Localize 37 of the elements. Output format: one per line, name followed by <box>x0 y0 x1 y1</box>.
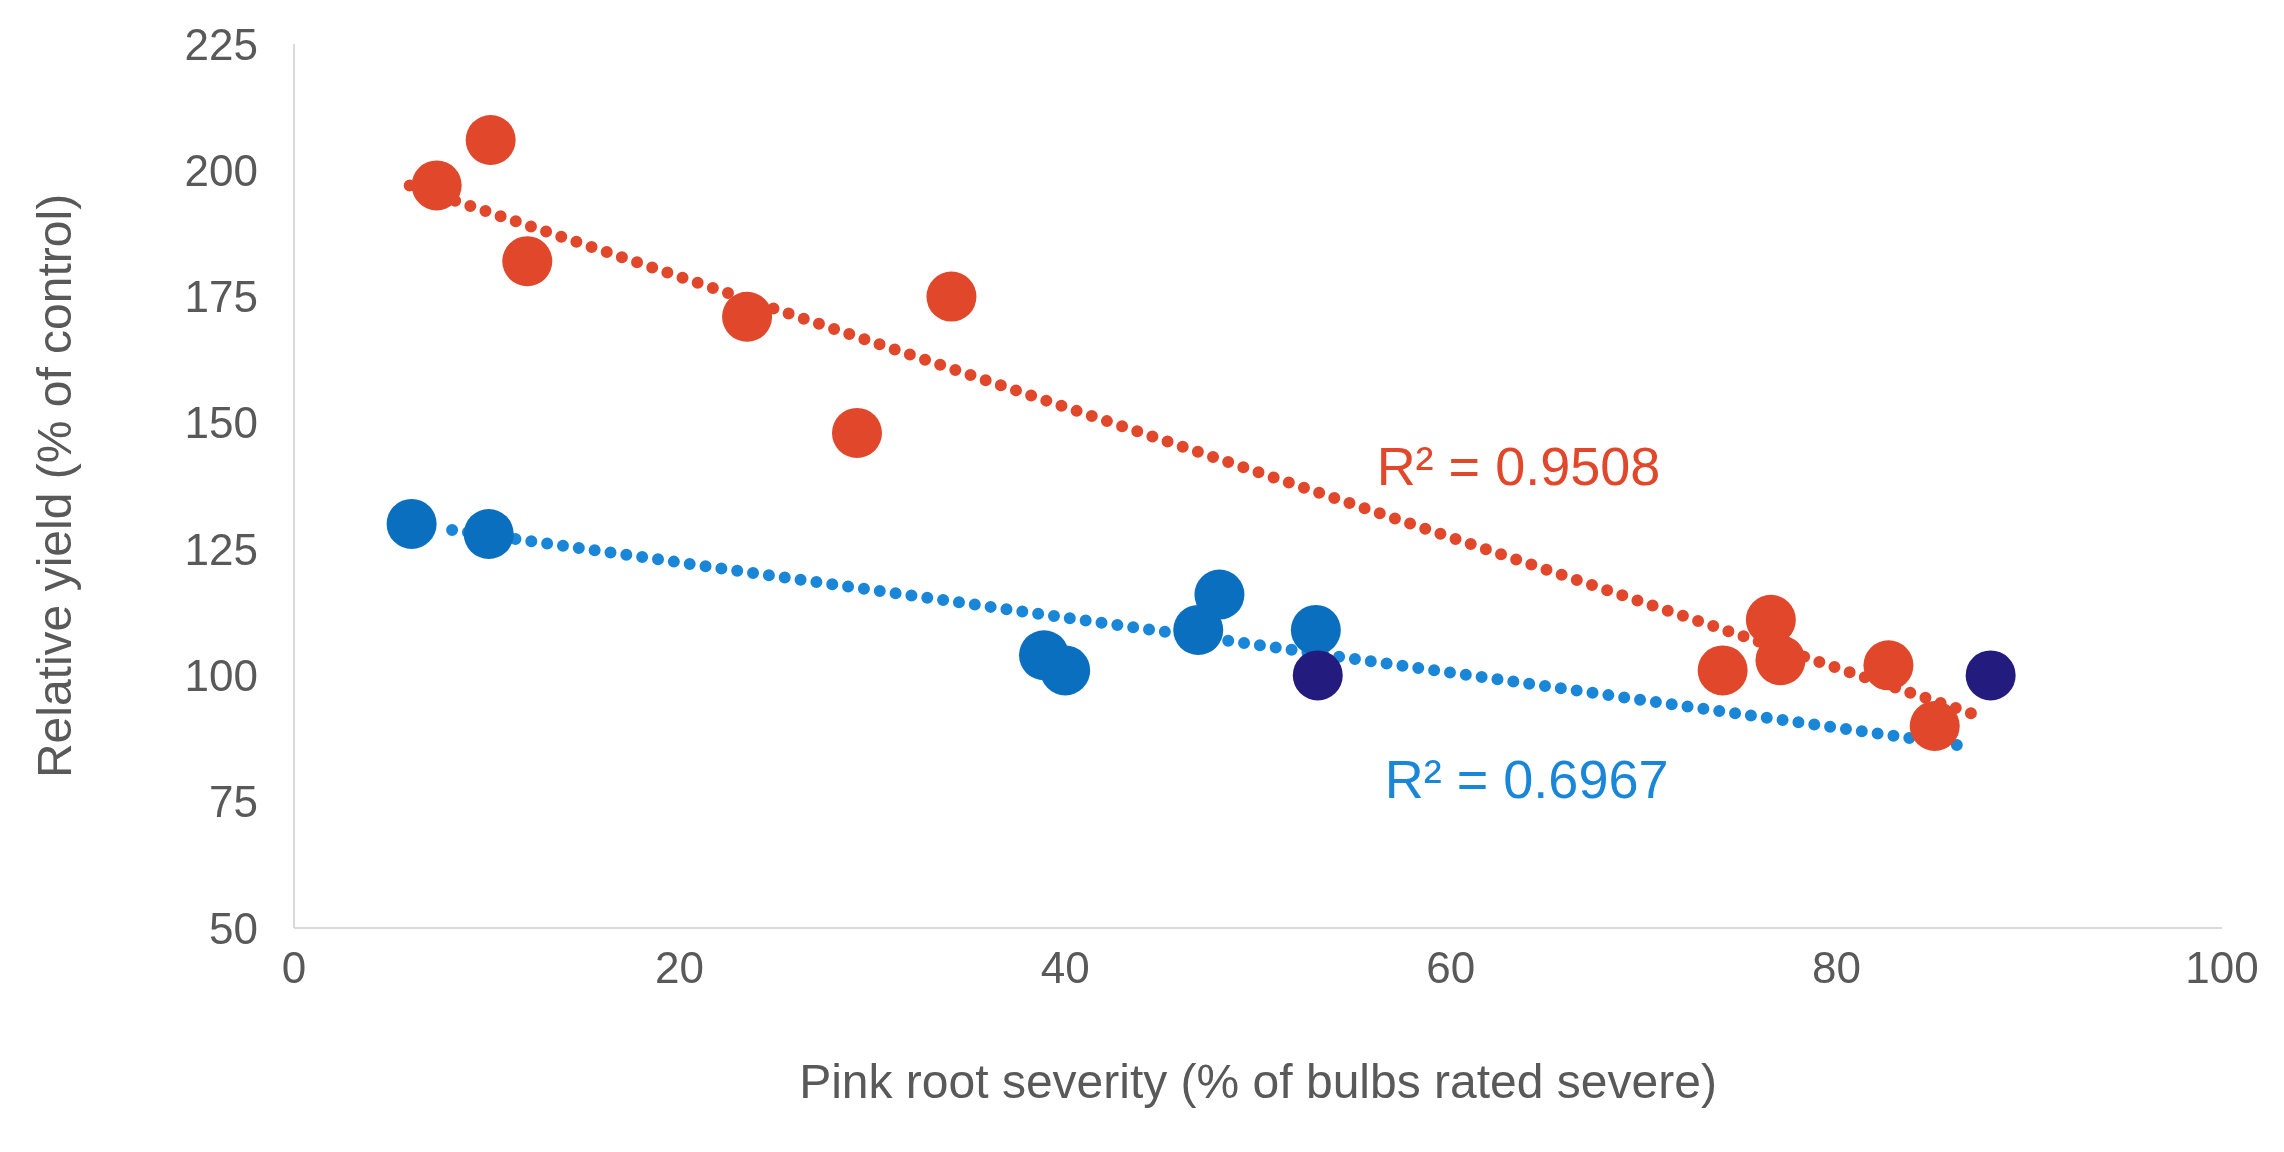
point <box>386 498 437 549</box>
point <box>1290 604 1341 655</box>
point <box>1745 594 1796 645</box>
point <box>1965 650 2016 701</box>
point <box>1194 569 1245 620</box>
y-tick-label: 125 <box>184 524 258 574</box>
point <box>831 407 882 458</box>
point <box>1292 650 1343 701</box>
y-tick-label: 175 <box>184 272 258 322</box>
annotation: R² = 0.9508 <box>1376 436 1661 497</box>
x-tick-label: 40 <box>1040 943 1090 993</box>
point <box>926 271 977 322</box>
annotation: R² = 0.6967 <box>1384 749 1669 810</box>
x-tick-label: 100 <box>2185 943 2259 993</box>
y-tick-label: 50 <box>209 903 258 953</box>
point <box>411 160 462 211</box>
point <box>463 508 514 559</box>
point <box>1755 635 1806 686</box>
point <box>1909 700 1960 751</box>
point <box>502 236 553 287</box>
y-axis-title: Relative yield (% of control) <box>28 193 82 779</box>
point <box>1697 645 1748 696</box>
point <box>1040 645 1091 696</box>
x-tick-label: 60 <box>1426 943 1476 993</box>
y-tick-label: 75 <box>209 777 258 827</box>
y-tick-label: 100 <box>184 651 258 701</box>
point <box>722 291 773 342</box>
x-tick-label: 80 <box>1811 943 1861 993</box>
y-tick-label: 200 <box>184 145 258 195</box>
y-tick-label: 150 <box>184 398 258 448</box>
point <box>1173 604 1224 655</box>
y-tick-label: 225 <box>184 19 258 69</box>
x-tick-label: 0 <box>281 943 307 993</box>
x-axis-title: Pink root severity (% of bulbs rated severe) <box>799 1055 1717 1108</box>
x-tick-label: 20 <box>655 943 705 993</box>
point <box>465 114 516 165</box>
point <box>1863 640 1914 691</box>
